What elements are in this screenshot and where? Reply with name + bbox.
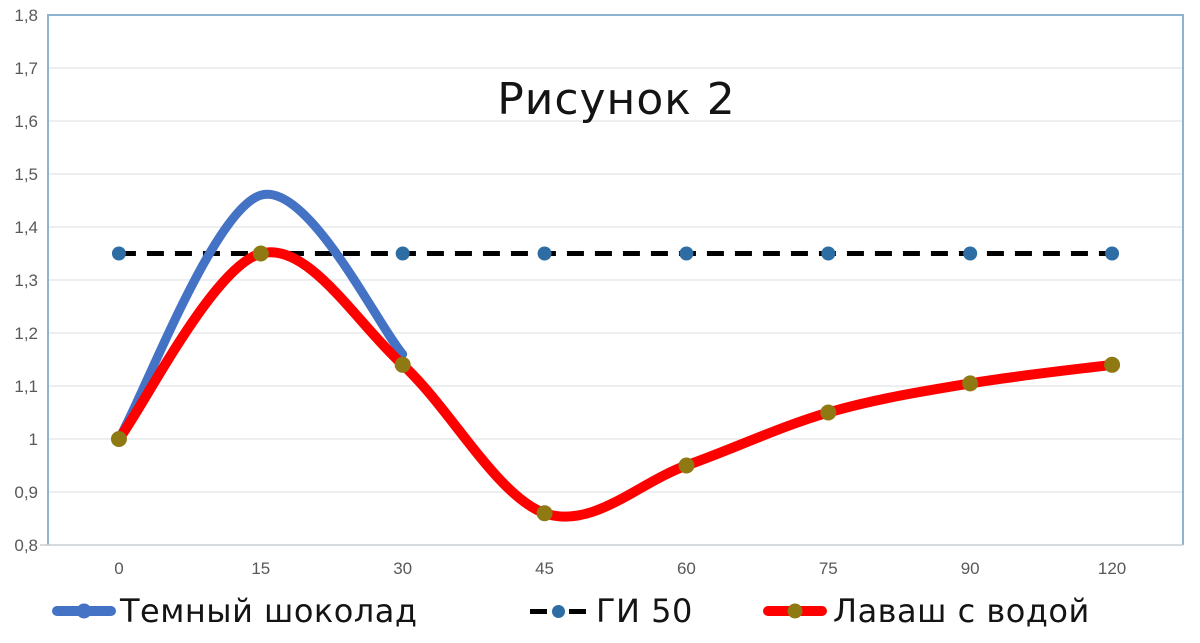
- legend-item-lavash: Лаваш с водой: [763, 582, 1090, 640]
- lavash-marker: [536, 505, 553, 522]
- lavash-marker: [820, 404, 837, 421]
- y-tick-label: 1,8: [14, 6, 38, 25]
- x-tick-label: 15: [251, 559, 270, 578]
- lavash-line-swatch: [763, 603, 827, 619]
- gi50-marker: [537, 246, 552, 261]
- dark-chocolate-marker-icon: [76, 603, 92, 619]
- gi50-marker-icon: [551, 604, 565, 618]
- gi50-marker: [963, 246, 978, 261]
- lavash-marker: [962, 375, 979, 392]
- y-tick-label: 1: [29, 430, 38, 449]
- gi50-marker: [111, 246, 126, 261]
- x-tick-label: 0: [114, 559, 123, 578]
- legend-label-gi50: ГИ 50: [596, 592, 693, 630]
- dash-icon: [569, 608, 586, 614]
- gi50-marker: [395, 246, 410, 261]
- x-tick-label: 60: [677, 559, 696, 578]
- y-tick-label: 1,7: [14, 59, 38, 78]
- gi50-marker: [821, 246, 836, 261]
- chart-title: Рисунок 2: [497, 74, 736, 125]
- legend-item-gi50: ГИ 50: [530, 582, 693, 640]
- lavash-marker: [1104, 356, 1121, 373]
- y-tick-label: 0,9: [14, 483, 38, 502]
- y-tick-label: 1,2: [14, 324, 38, 343]
- legend: Темный шоколад ГИ 50 Лаваш с водой: [0, 582, 1200, 640]
- x-tick-label: 30: [393, 559, 412, 578]
- plot-border: [47, 14, 1184, 545]
- lavash-marker-icon: [787, 603, 803, 619]
- y-tick-label: 1,3: [14, 271, 38, 290]
- legend-label-dark-chocolate: Темный шоколад: [120, 592, 418, 630]
- lavash-marker: [394, 356, 411, 373]
- gi50-marker: [1105, 246, 1120, 261]
- dark-chocolate-line: [114, 189, 408, 444]
- legend-item-dark-chocolate: Темный шоколад: [52, 582, 417, 640]
- dark-chocolate-line-swatch: [52, 603, 116, 619]
- legend-label-lavash: Лаваш с водой: [833, 592, 1090, 630]
- gi50-marker: [679, 246, 694, 261]
- lavash-marker: [252, 245, 269, 262]
- x-tick-label: 45: [535, 559, 554, 578]
- dash-icon: [530, 608, 547, 614]
- y-tick-label: 1,1: [14, 377, 38, 396]
- y-tick-label: 0,8: [14, 536, 38, 555]
- x-tick-label: 90: [961, 559, 980, 578]
- y-tick-label: 1,5: [14, 165, 38, 184]
- lavash-marker: [110, 431, 127, 447]
- y-tick-label: 1,6: [14, 112, 38, 131]
- x-tick-label: 120: [1098, 559, 1126, 578]
- x-tick-label: 75: [819, 559, 838, 578]
- lavash-marker: [678, 457, 695, 474]
- y-tick-label: 1,4: [14, 218, 38, 237]
- gi50-dashed-line-swatch: [530, 604, 586, 618]
